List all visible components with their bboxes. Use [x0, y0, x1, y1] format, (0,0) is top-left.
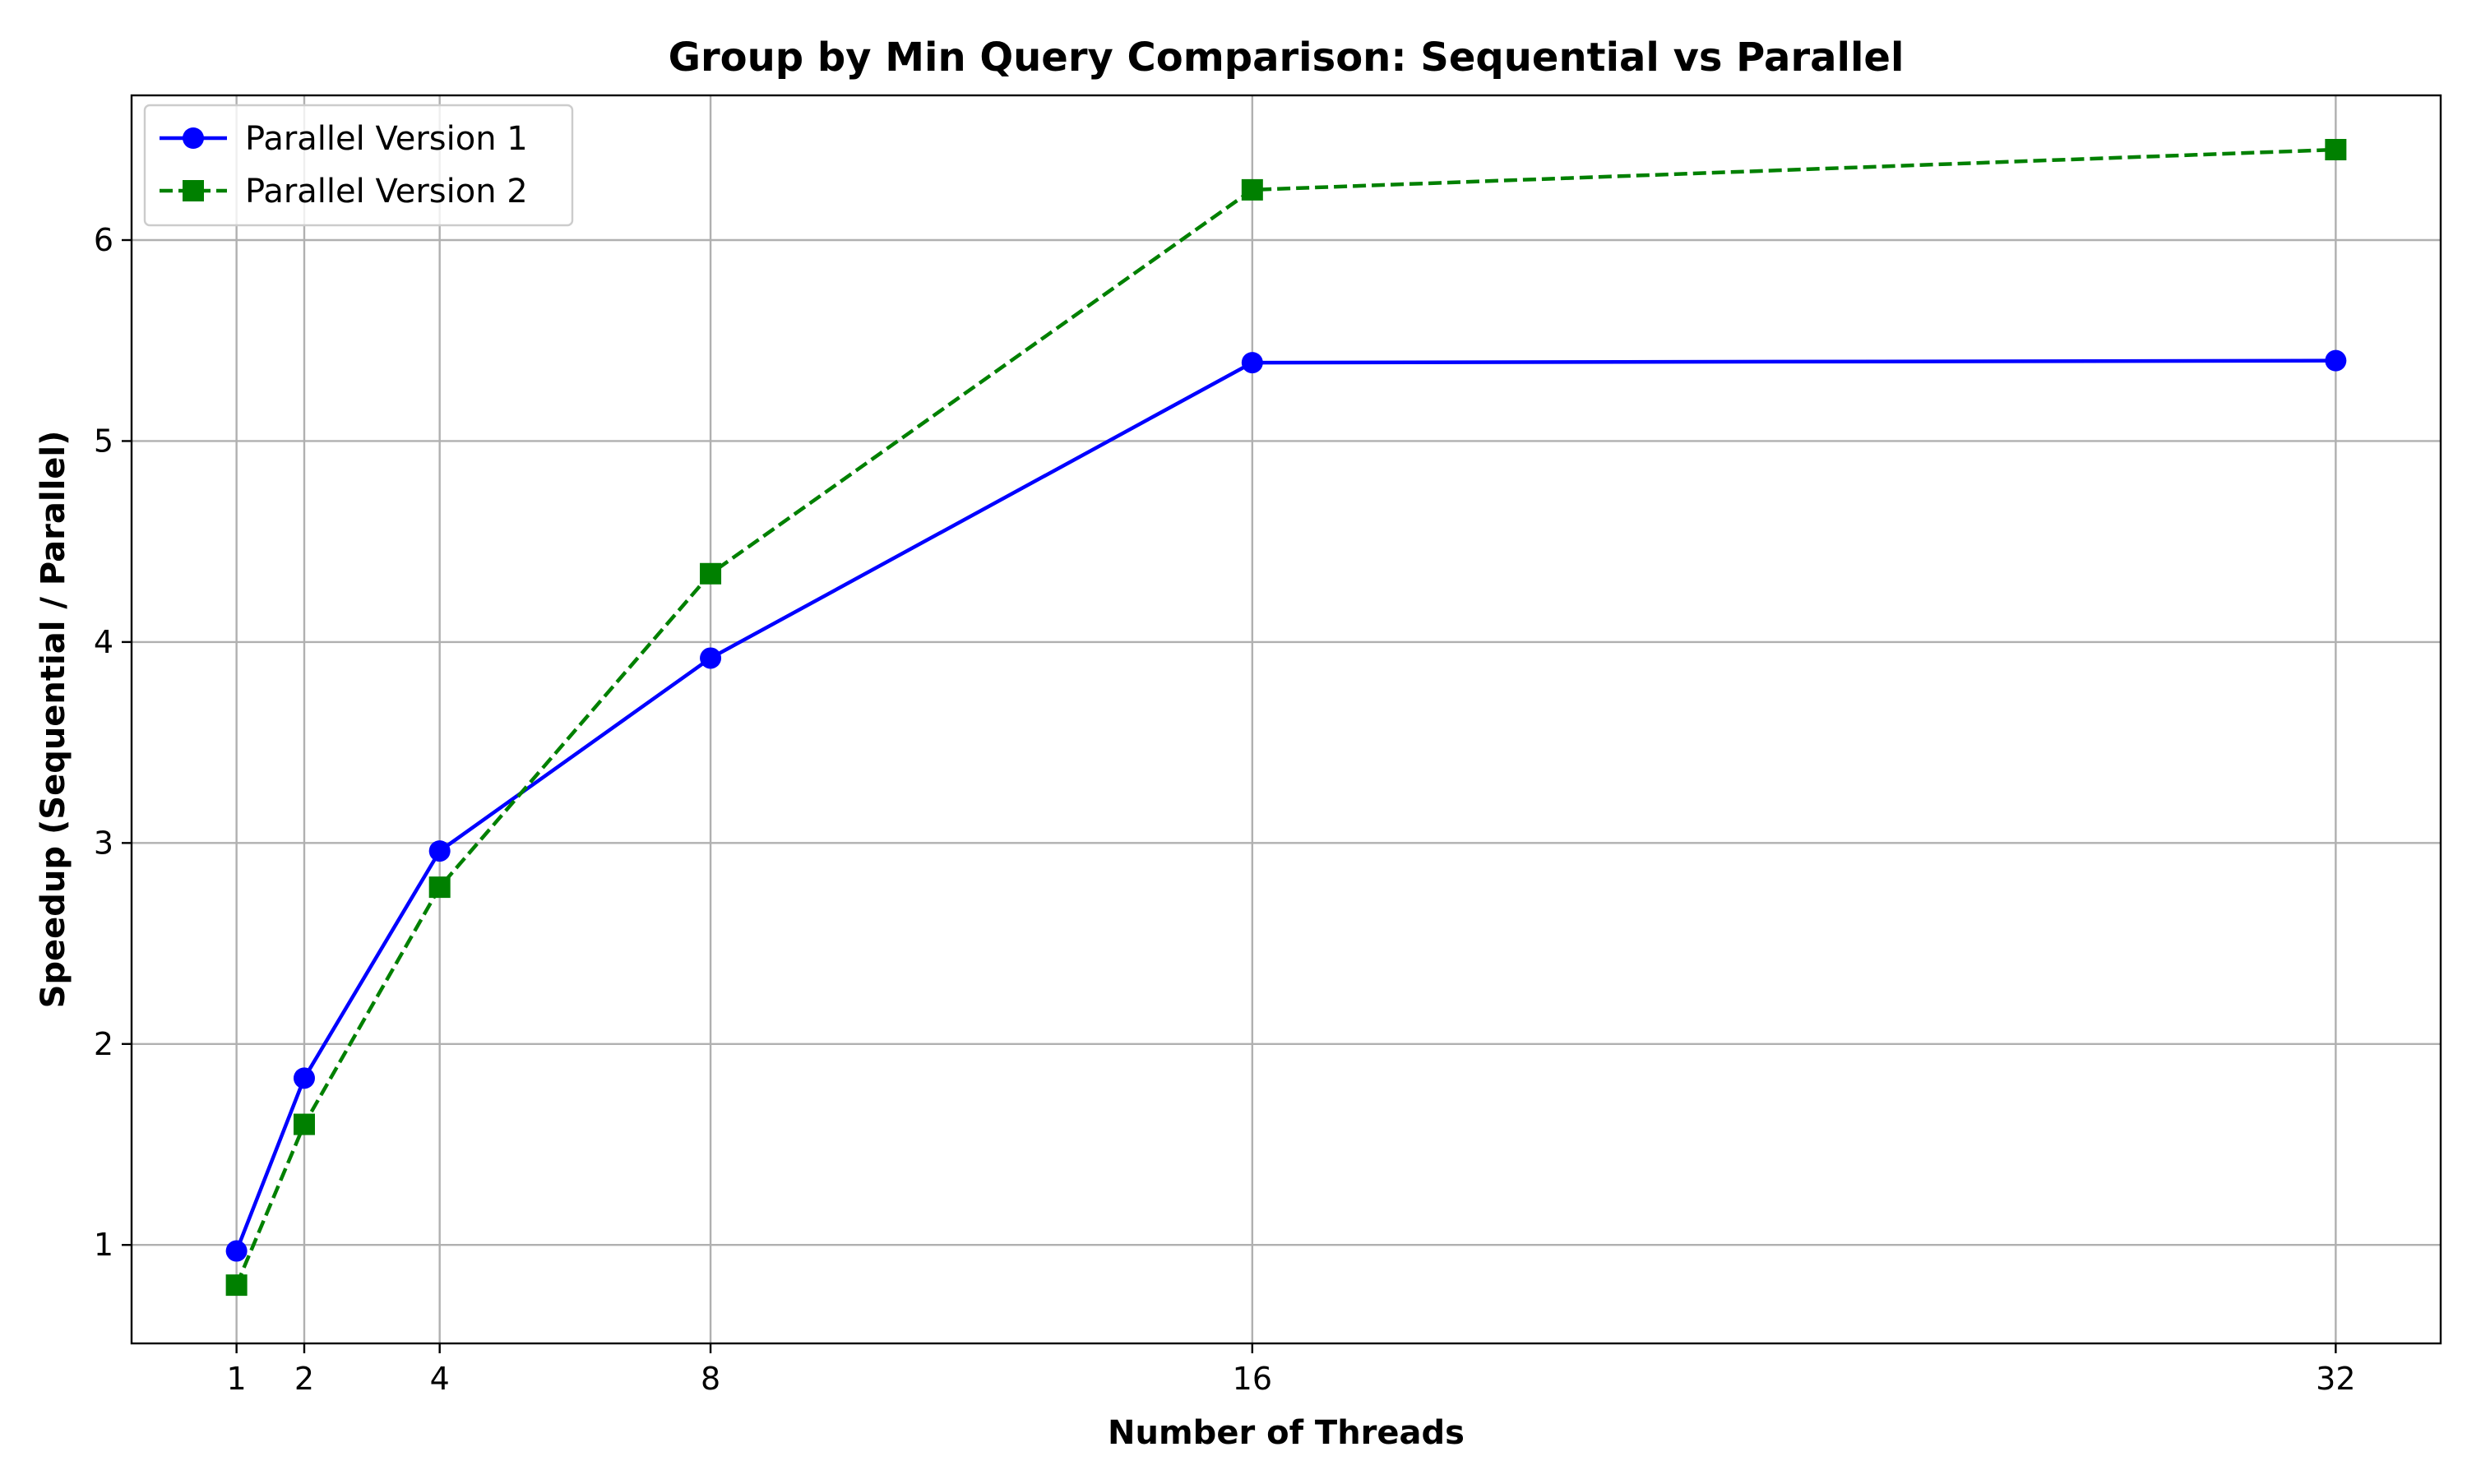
y-tick-label: 6 [94, 222, 113, 258]
legend-marker [183, 180, 204, 201]
x-tick-label: 1 [227, 1361, 247, 1397]
series-2 [225, 139, 2347, 1297]
x-tick-label: 2 [294, 1361, 314, 1397]
legend-label: Parallel Version 1 [245, 120, 528, 158]
y-tick-label: 4 [94, 624, 113, 660]
data-point [2325, 349, 2347, 372]
x-tick-label: 4 [430, 1361, 450, 1397]
data-point [293, 1113, 315, 1135]
legend-box [143, 104, 574, 227]
data-point [225, 1240, 248, 1262]
y-tick-label: 3 [94, 825, 113, 861]
y-axis-label: Speedup (Sequential / Parallel) [35, 431, 72, 1009]
data-point [428, 876, 451, 899]
x-tick-label: 8 [701, 1361, 720, 1397]
y-tick-label: 2 [94, 1026, 113, 1062]
plot-frame [130, 94, 2442, 1345]
x-tick-label: 16 [1233, 1361, 1272, 1397]
legend-label: Parallel Version 2 [245, 173, 528, 210]
series-layer [225, 139, 2347, 1297]
data-point [293, 1067, 315, 1089]
data-point [700, 562, 722, 585]
x-tick-label: 32 [2316, 1361, 2355, 1397]
data-point [700, 647, 722, 669]
series-line [234, 358, 2336, 1252]
data-point [428, 840, 451, 862]
y-tick-label: 1 [94, 1227, 113, 1263]
data-point [1241, 352, 1263, 374]
legend-marker [183, 127, 204, 149]
legend: Parallel Version 1 Parallel Version 2 [143, 104, 574, 227]
series-line [234, 147, 2336, 1286]
x-axis-label: Number of Threads [1108, 1414, 1465, 1452]
ticks: 1 2 4 8 16 32 1 2 3 4 5 6 [94, 222, 2356, 1397]
data-point [1241, 178, 1263, 201]
data-point [225, 1274, 248, 1297]
y-tick-label: 5 [94, 423, 113, 459]
grid [132, 95, 2441, 1343]
data-point [2325, 139, 2347, 160]
series-1 [225, 349, 2347, 1262]
chart-title: Group by Min Query Comparison: Sequentia… [669, 35, 1905, 81]
